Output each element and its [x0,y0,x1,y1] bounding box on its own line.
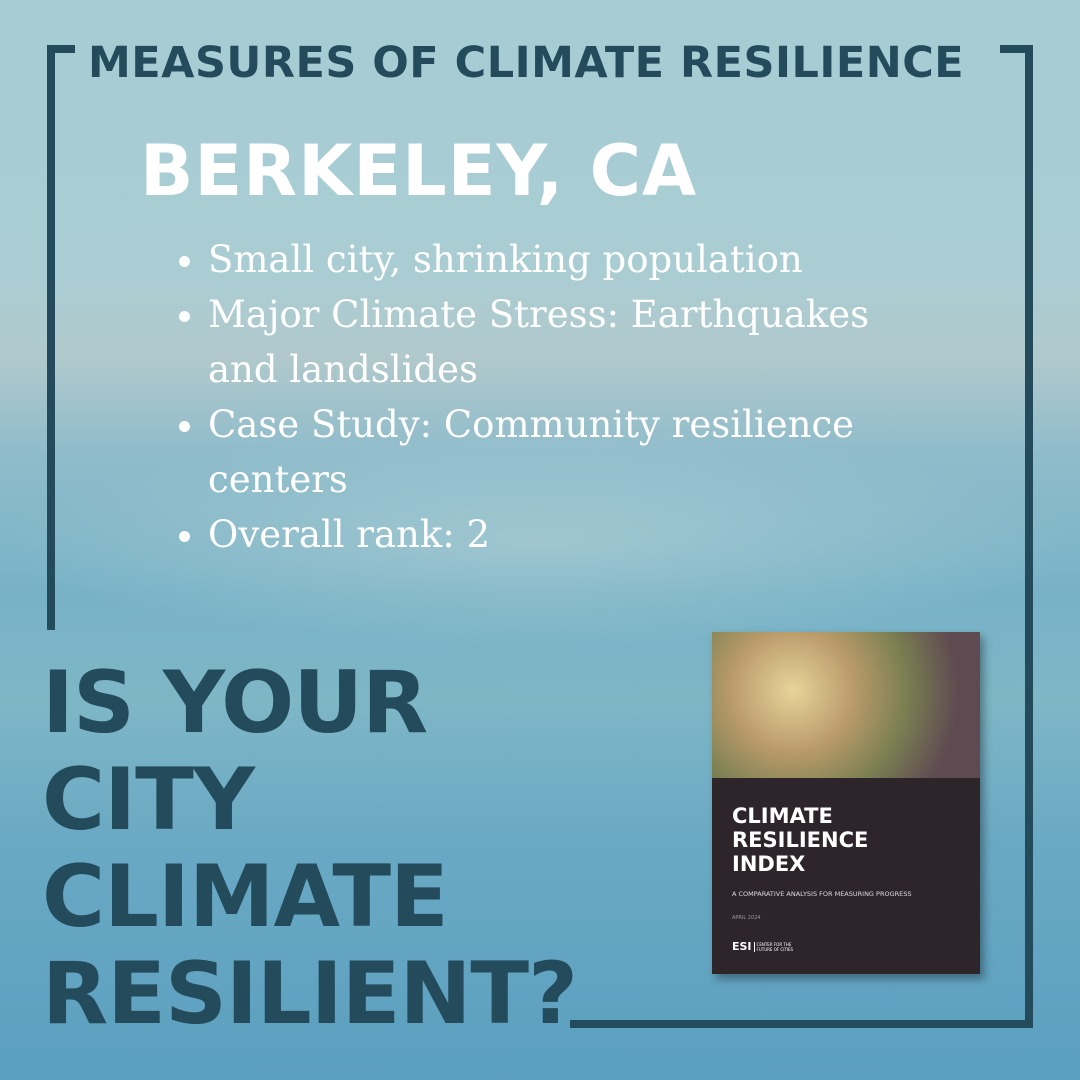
org-line: FUTURE OF CITIES [756,946,794,952]
esi-logo: ESI CENTER FOR THE FUTURE OF CITIES [732,940,793,953]
logo-text: ESI [732,940,752,953]
list-item: Small city, shrinking population [208,232,928,287]
frame-top-right [1000,45,1033,53]
cover-title-line: RESILIENCE [732,828,869,852]
cover-photo [712,632,980,778]
cover-title-line: CLIMATE [732,804,833,828]
city-name: BERKELEY, CA [140,130,698,212]
org-line: CENTER FOR THE [756,941,792,947]
logo-org: CENTER FOR THE FUTURE OF CITIES [753,941,794,952]
question-heading: IS YOUR CITY CLIMATE RESILIENT? [42,653,578,1044]
frame-left [47,45,55,630]
list-item: Overall rank: 2 [208,507,928,562]
cover-title: CLIMATE RESILIENCE INDEX [732,804,868,876]
bullet-list: Small city, shrinking population Major C… [168,232,928,562]
frame-right [1025,45,1033,1028]
question-line: IS YOUR [42,653,428,753]
header-title: MEASURES OF CLIMATE RESILIENCE [88,38,965,88]
background-haze [0,430,1080,650]
question-line: RESILIENT? [42,944,578,1044]
cover-title-line: INDEX [732,852,806,876]
question-line: CITY [42,750,255,850]
frame-top-left [47,45,75,53]
cover-date: APRIL 2024 [732,915,761,921]
cover-subtitle: A COMPARATIVE ANALYSIS FOR MEASURING PRO… [732,890,912,898]
list-item: Case Study: Community resilience centers [208,397,928,507]
frame-bottom [570,1020,1033,1028]
question-line: CLIMATE [42,847,449,947]
list-item: Major Climate Stress: Earthquakes and la… [208,287,928,397]
report-cover: CLIMATE RESILIENCE INDEX A COMPARATIVE A… [712,632,980,974]
